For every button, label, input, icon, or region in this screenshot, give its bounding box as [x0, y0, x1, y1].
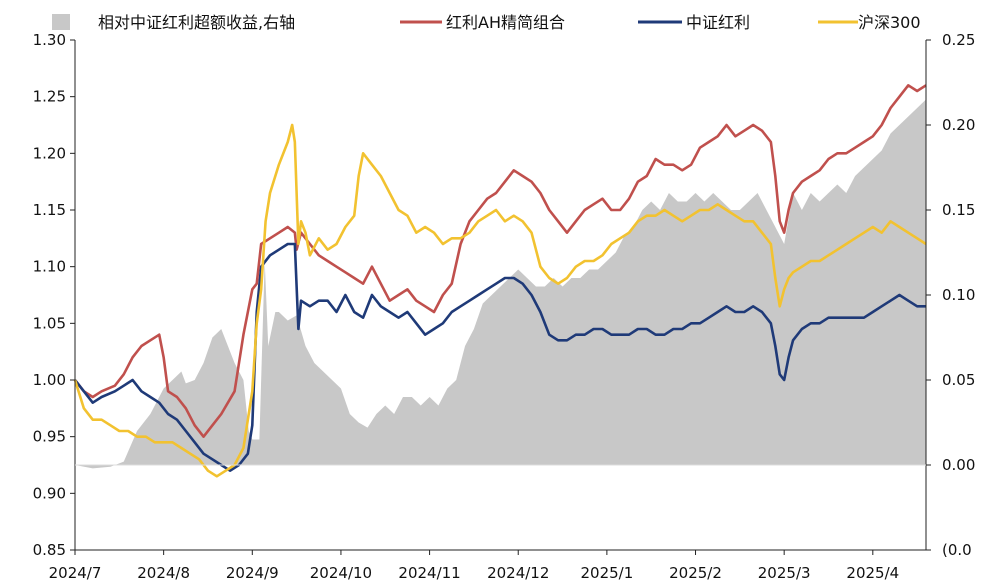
left-tick-label: 1.10: [33, 258, 66, 276]
x-tick-label: 2025/3: [758, 564, 811, 582]
series-lines-layer: [73, 84, 927, 478]
series-area-0: [75, 99, 926, 469]
legend: 相对中证红利超额收益,右轴 红利AH精简组合 中证红利 沪深300: [52, 13, 921, 32]
left-tick-label: 1.30: [33, 31, 66, 49]
legend-label-navy: 中证红利: [686, 13, 750, 32]
x-tick-label: 2025/1: [580, 564, 633, 582]
legend-label-excess: 相对中证红利超额收益,右轴: [98, 13, 295, 32]
left-tick-label: 0.85: [33, 541, 66, 559]
x-tick-label: 2025/4: [846, 564, 899, 582]
left-tick-label: 1.05: [33, 314, 66, 332]
x-tick-label: 2024/11: [398, 564, 460, 582]
right-tick-label: 0.10: [942, 286, 975, 304]
series-line-1: [73, 84, 927, 438]
x-tick-label: 2024/10: [310, 564, 372, 582]
axes-layer: 0.85 0.90 0.95 1.00 1.05 1.10 1.15 1.20 1.25 1.30…: [33, 31, 976, 582]
right-tick-label: (0.0: [942, 541, 972, 559]
left-tick-label: 1.15: [33, 201, 66, 219]
left-tick-label: 0.90: [33, 484, 66, 502]
series-line-3: [73, 123, 927, 478]
x-tick-label: 2024/8: [137, 564, 190, 582]
left-tick-label: 1.20: [33, 144, 66, 162]
right-tick-label: 0.25: [942, 31, 975, 49]
left-tick-label: 1.00: [33, 371, 66, 389]
left-tick-label: 1.25: [33, 88, 66, 106]
legend-label-red: 红利AH精简组合: [446, 13, 565, 32]
x-tick-label: 2024/9: [226, 564, 279, 582]
right-tick-label: 0.15: [942, 201, 975, 219]
right-tick-label: 0.00: [942, 456, 975, 474]
legend-swatch-excess: [52, 14, 70, 30]
x-tick-label: 2025/2: [669, 564, 722, 582]
right-tick-label: 0.05: [942, 371, 975, 389]
right-tick-label: 0.20: [942, 116, 975, 134]
x-tick-label: 2024/12: [487, 564, 549, 582]
x-tick-label: 2024/7: [49, 564, 102, 582]
legend-label-gold: 沪深300: [858, 13, 921, 32]
excess-return-area-layer: [75, 99, 926, 469]
left-tick-label: 0.95: [33, 428, 66, 446]
